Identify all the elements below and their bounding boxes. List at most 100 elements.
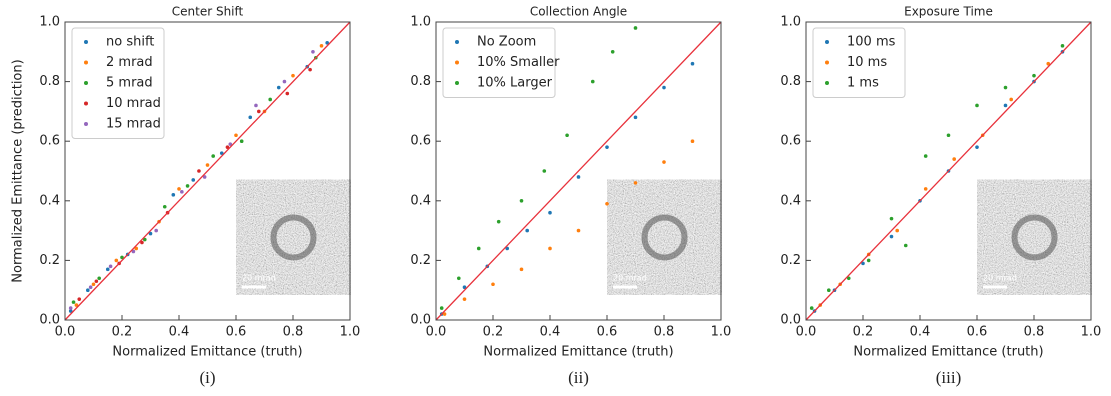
x-tick-label: 0.6 [597,325,618,340]
scatter-point [924,154,928,158]
x-tick-label: 0.2 [483,325,504,340]
legend-label: No Zoom [477,35,536,50]
scatter-point [308,68,312,72]
figure: Center ShiftNormalized Emittance (truth)… [0,0,1111,392]
legend-label: no shift [106,35,154,50]
x-tick-label: 0.2 [853,325,874,340]
scatter-point [277,86,281,90]
y-tick-label: 1.0 [39,15,60,30]
scatter-point [867,259,871,263]
x-tick-label: 0.4 [540,325,561,340]
scatter-point [691,62,695,66]
scatter-point [975,145,979,149]
y-tick-label: 0.6 [410,134,431,149]
scatter-point [662,86,666,90]
scatter-point [463,297,467,301]
scatter-point [477,247,481,251]
scatter-point [525,229,529,233]
legend-marker [84,81,88,85]
scatter-point [234,133,238,137]
scatter-point [634,116,638,120]
scatter-point [311,50,315,54]
scatter-point [106,268,110,272]
scatter-point [109,265,113,269]
scatter-point [163,205,167,209]
scatter-point [457,276,461,280]
scatter-point [577,175,581,179]
scatter-point [497,220,501,224]
legend-marker [825,40,829,44]
scatter-point [115,259,119,263]
scale-bar-label: 20 mrad [613,273,647,282]
y-tick-label: 0.6 [39,134,60,149]
x-tick-label: 0.2 [112,325,133,340]
scatter-point [890,217,894,221]
x-tick-label: 0.8 [654,325,675,340]
y-tick-label: 0.0 [410,313,431,328]
scatter-point [172,193,176,197]
legend-marker [455,61,459,65]
scatter-point [240,139,244,143]
scatter-point [548,247,552,251]
legend-label: 10 mrad [106,96,161,111]
panel: Collection AngleNormalized Emittance (tr… [410,5,731,387]
scatter-point [72,300,76,304]
scatter-point [662,160,666,164]
legend-marker [84,102,88,106]
scatter-point [97,276,101,280]
scatter-point [634,26,638,30]
scatter-point [283,80,287,84]
legend-label: 5 mrad [106,76,153,91]
scatter-point [86,288,90,292]
scatter-point [634,181,638,185]
scatter-point [206,163,210,167]
y-tick-label: 0.8 [780,74,801,89]
panel-label: (iii) [936,368,962,387]
scatter-point [1032,74,1036,78]
legend-label: 2 mrad [106,55,153,70]
y-tick-label: 1.0 [780,15,801,30]
panel-label: (i) [199,368,215,387]
x-tick-label: 0.8 [283,325,304,340]
scatter-point [520,199,524,203]
scatter-point [291,74,295,78]
scatter-point [180,190,184,194]
scatter-point [548,211,552,215]
scatter-point [947,133,951,137]
legend-marker [84,40,88,44]
scatter-point [186,184,190,188]
scale-bar-label: 20 mrad [983,273,1017,282]
y-tick-label: 0.0 [39,313,60,328]
scatter-point [810,306,814,310]
scatter-point [92,282,96,286]
y-tick-label: 0.4 [39,193,60,208]
scatter-point [89,285,93,289]
x-tick-label: 0.6 [967,325,988,340]
legend-label: 1 ms [847,76,879,91]
y-tick-label: 0.2 [780,253,801,268]
scatter-point [69,306,73,310]
legend-marker [84,122,88,126]
scatter-point [591,80,595,84]
scatter-point [1004,104,1008,108]
scatter-point [975,104,979,108]
legend-label: 10% Larger [477,76,553,91]
y-tick-label: 0.0 [780,313,801,328]
scatter-point [268,98,272,102]
panel-label: (ii) [568,368,589,387]
scatter-point [1004,86,1008,90]
scatter-point [286,92,290,96]
x-axis-label: Normalized Emittance (truth) [112,345,302,360]
y-tick-label: 0.6 [780,134,801,149]
scatter-point [191,178,195,182]
x-tick-label: 0.4 [169,325,190,340]
scatter-point [177,187,181,191]
chart-title: Collection Angle [530,5,627,19]
scatter-point [890,235,894,239]
y-tick-label: 1.0 [410,15,431,30]
legend-label: 10 ms [847,55,887,70]
scatter-point [491,282,495,286]
scatter-point [211,154,215,158]
